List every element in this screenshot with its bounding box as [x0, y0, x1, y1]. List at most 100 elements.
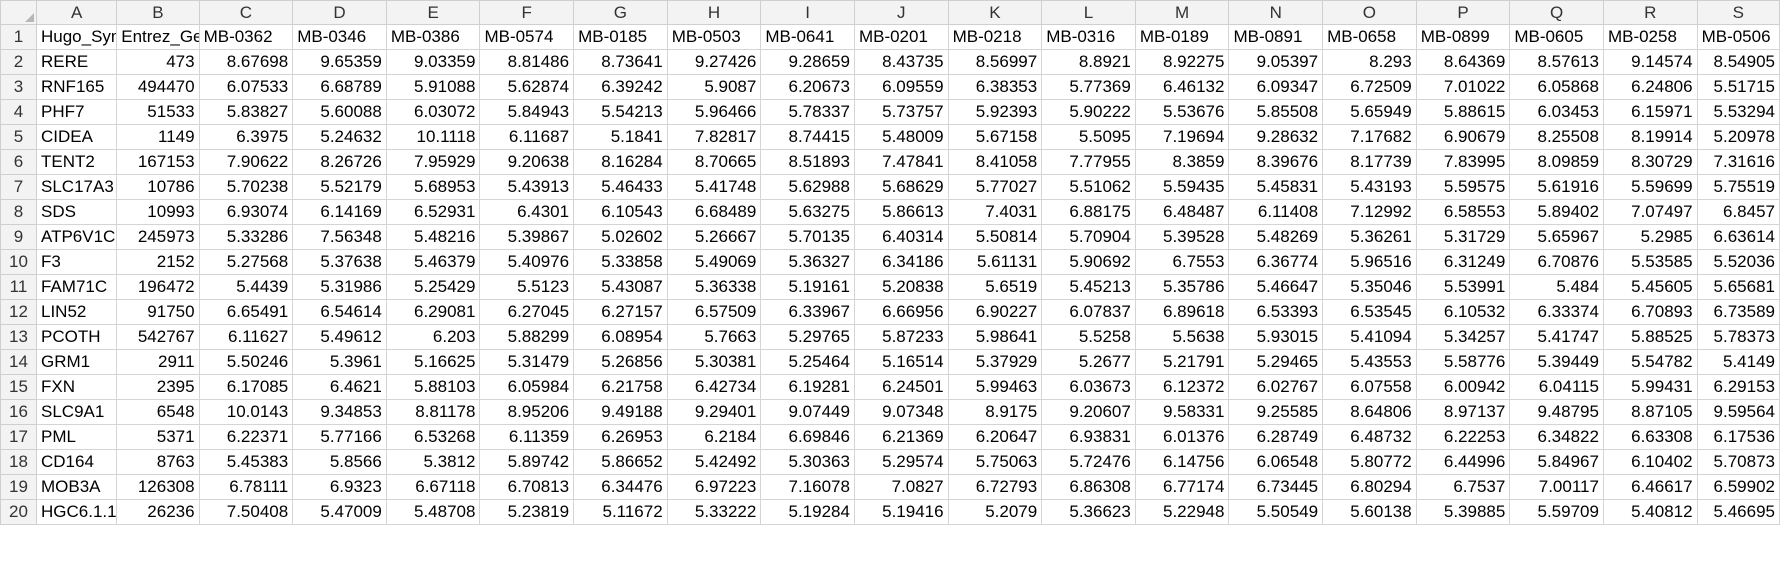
value-cell[interactable]: 126308: [116, 474, 200, 500]
value-cell[interactable]: 5.77027: [947, 174, 1043, 200]
row-header[interactable]: 14: [0, 349, 37, 375]
value-cell[interactable]: 7.4031: [947, 199, 1043, 225]
value-cell[interactable]: 26236: [116, 499, 200, 525]
value-cell[interactable]: 9.07348: [853, 399, 949, 425]
value-cell[interactable]: 5.88615: [1415, 99, 1511, 125]
value-cell[interactable]: 6.63308: [1602, 424, 1698, 450]
value-cell[interactable]: 8.54905: [1696, 49, 1780, 75]
value-cell[interactable]: 6.97223: [666, 474, 762, 500]
value-cell[interactable]: 5.61916: [1509, 174, 1604, 200]
value-cell[interactable]: 5.87233: [853, 324, 949, 350]
value-cell[interactable]: 5.25464: [760, 349, 855, 375]
value-cell[interactable]: 5.5095: [1041, 124, 1136, 150]
value-cell[interactable]: 5.29765: [760, 324, 855, 350]
value-cell[interactable]: 6.44996: [1415, 449, 1511, 475]
value-cell[interactable]: 473: [116, 49, 200, 75]
value-cell[interactable]: 8.9175: [947, 399, 1043, 425]
value-cell[interactable]: 9.49188: [573, 399, 668, 425]
value-cell[interactable]: 6.04115: [1509, 374, 1604, 400]
value-cell[interactable]: 5.46695: [1696, 499, 1780, 525]
value-cell[interactable]: 6.70893: [1602, 299, 1698, 325]
value-cell[interactable]: 8.09859: [1509, 149, 1604, 175]
value-cell[interactable]: 5.34257: [1415, 324, 1511, 350]
value-cell[interactable]: 542767: [116, 324, 200, 350]
value-cell[interactable]: 5.78337: [760, 99, 855, 125]
value-cell[interactable]: 5.59699: [1602, 174, 1698, 200]
value-cell[interactable]: 8.30729: [1602, 149, 1698, 175]
value-cell[interactable]: 5.39528: [1134, 224, 1230, 250]
value-cell[interactable]: 5.49612: [292, 324, 387, 350]
select-all-corner[interactable]: [0, 0, 37, 25]
value-cell[interactable]: 5.65967: [1509, 224, 1604, 250]
row-header[interactable]: 6: [0, 149, 37, 175]
value-cell[interactable]: 6.24806: [1602, 74, 1698, 100]
value-cell[interactable]: 5.48269: [1228, 224, 1324, 250]
value-cell[interactable]: 5.43913: [479, 174, 575, 200]
row-header[interactable]: 10: [0, 249, 37, 275]
value-cell[interactable]: 5.72476: [1041, 449, 1136, 475]
value-cell[interactable]: 5.89742: [479, 449, 575, 475]
value-cell[interactable]: 5.42492: [666, 449, 762, 475]
column-title-cell[interactable]: MB-0189: [1134, 24, 1230, 50]
value-cell[interactable]: 9.34853: [292, 399, 387, 425]
row-header[interactable]: 5: [0, 124, 37, 150]
value-cell[interactable]: 6.63614: [1696, 224, 1780, 250]
column-header-n[interactable]: N: [1228, 0, 1324, 25]
value-cell[interactable]: 8.51893: [760, 149, 855, 175]
value-cell[interactable]: 8.41058: [947, 149, 1043, 175]
value-cell[interactable]: 6.65491: [198, 299, 294, 325]
value-cell[interactable]: 9.14574: [1602, 49, 1698, 75]
value-cell[interactable]: 6.33967: [760, 299, 855, 325]
value-cell[interactable]: 10786: [116, 174, 200, 200]
value-cell[interactable]: 6.27045: [479, 299, 575, 325]
value-cell[interactable]: 5.48009: [853, 124, 949, 150]
value-cell[interactable]: 5.50246: [198, 349, 294, 375]
value-cell[interactable]: 9.05397: [1228, 49, 1324, 75]
value-cell[interactable]: 5.77369: [1041, 74, 1136, 100]
value-cell[interactable]: 6.08954: [573, 324, 668, 350]
value-cell[interactable]: 6.4301: [479, 199, 575, 225]
value-cell[interactable]: 5.19284: [760, 499, 855, 525]
column-header-d[interactable]: D: [292, 0, 387, 25]
value-cell[interactable]: 5.65681: [1696, 274, 1780, 300]
value-cell[interactable]: 6.4621: [292, 374, 387, 400]
row-header[interactable]: 8: [0, 199, 37, 225]
value-cell[interactable]: 5.84943: [479, 99, 575, 125]
value-cell[interactable]: 7.83995: [1415, 149, 1511, 175]
column-title-cell[interactable]: MB-0891: [1228, 24, 1324, 50]
value-cell[interactable]: 6.66956: [853, 299, 949, 325]
value-cell[interactable]: 6.14169: [292, 199, 387, 225]
value-cell[interactable]: 7.31616: [1696, 149, 1780, 175]
value-cell[interactable]: 7.0827: [853, 474, 949, 500]
value-cell[interactable]: 5.67158: [947, 124, 1043, 150]
column-title-cell[interactable]: MB-0258: [1602, 24, 1698, 50]
gene-symbol-cell[interactable]: TENT2: [35, 149, 118, 175]
column-title-cell[interactable]: MB-0574: [479, 24, 575, 50]
value-cell[interactable]: 8.81178: [385, 399, 481, 425]
value-cell[interactable]: 6.21369: [853, 424, 949, 450]
value-cell[interactable]: 9.25585: [1228, 399, 1324, 425]
value-cell[interactable]: 6.28749: [1228, 424, 1324, 450]
value-cell[interactable]: 9.48795: [1509, 399, 1604, 425]
value-cell[interactable]: 7.12992: [1322, 199, 1417, 225]
value-cell[interactable]: 5.31479: [479, 349, 575, 375]
value-cell[interactable]: 6.22371: [198, 424, 294, 450]
value-cell[interactable]: 5.29574: [853, 449, 949, 475]
value-cell[interactable]: 7.19694: [1134, 124, 1230, 150]
gene-symbol-cell[interactable]: HGC6.1.1: [35, 499, 118, 525]
value-cell[interactable]: 6.90227: [947, 299, 1043, 325]
value-cell[interactable]: 7.50408: [198, 499, 294, 525]
value-cell[interactable]: 6.09347: [1228, 74, 1324, 100]
value-cell[interactable]: 8.97137: [1415, 399, 1511, 425]
value-cell[interactable]: 6.68489: [666, 199, 762, 225]
value-cell[interactable]: 5.20838: [853, 274, 949, 300]
value-cell[interactable]: 5.63275: [760, 199, 855, 225]
value-cell[interactable]: 6.01376: [1134, 424, 1230, 450]
value-cell[interactable]: 5.33222: [666, 499, 762, 525]
value-cell[interactable]: 6.07837: [1041, 299, 1136, 325]
value-cell[interactable]: 6.53268: [385, 424, 481, 450]
value-cell[interactable]: 1149: [116, 124, 200, 150]
value-cell[interactable]: 9.28632: [1228, 124, 1324, 150]
value-cell[interactable]: 6.39242: [573, 74, 668, 100]
column-title-cell[interactable]: MB-0201: [853, 24, 949, 50]
